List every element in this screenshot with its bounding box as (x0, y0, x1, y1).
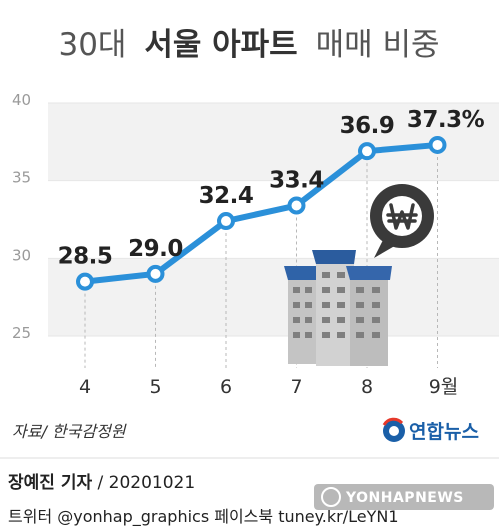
data-label: 32.4 (199, 183, 254, 209)
yonhap-logo-text: 연합뉴스 (409, 421, 479, 443)
chart-title: 30대 서울 아파트 매매 비중 (58, 27, 439, 63)
data-label: 33.4 (269, 168, 324, 194)
chart-title-part3: 매매 비중 (316, 27, 440, 63)
yonhap-logo-icon (382, 417, 405, 442)
y-axis-ticks: 25 30 35 40 (12, 91, 499, 342)
x-tick-label: 8 (361, 376, 373, 398)
data-point (217, 212, 235, 231)
source-label: 자료/ 한국감정원 (12, 422, 127, 441)
series-line-layer (82, 141, 441, 285)
x-tick-label: 7 (290, 376, 302, 398)
watermark: YONHAPNEWS (314, 484, 494, 510)
chart-title-part1: 30대 (58, 27, 126, 63)
data-label: 28.5 (58, 244, 113, 270)
chart-title-part2: 서울 아파트 (144, 27, 297, 63)
x-axis-ticks: 4 5 6 7 8 9월 (79, 376, 458, 398)
data-point (146, 264, 165, 283)
x-tick-label: 6 (220, 376, 232, 398)
data-point (287, 196, 306, 215)
watermark-text: YONHAPNEWS (345, 490, 464, 506)
data-label: 37.3% (407, 107, 485, 133)
social-links: 트위터 @yonhap_graphics 페이스북 tuney.kr/LeYN1 (8, 507, 399, 527)
series-line (82, 141, 441, 285)
won-currency-icon (370, 184, 434, 258)
y-tick-label: 40 (12, 91, 31, 109)
x-tick-label: 9월 (429, 376, 459, 398)
apartment-building-icon (284, 250, 392, 366)
reporter-name: 장예진 기자 (8, 473, 92, 493)
data-labels: 28.5 29.0 32.4 33.4 36.9 37.3% (58, 107, 485, 270)
y-tick-label: 25 (12, 324, 31, 342)
x-tick-label: 5 (149, 376, 161, 398)
reporter-credit: 장예진 기자 / 20201021 (8, 473, 195, 493)
grid-band (48, 103, 499, 181)
y-tick-label: 35 (12, 169, 31, 187)
grid-band (48, 258, 499, 336)
data-label: 36.9 (340, 113, 395, 139)
credit-date: / 20201021 (92, 473, 195, 493)
data-point (358, 142, 376, 161)
grid-bands (48, 103, 499, 336)
data-point (428, 135, 447, 154)
y-tick-label: 30 (12, 246, 31, 264)
data-label: 29.0 (128, 236, 183, 262)
x-tick-label: 4 (79, 376, 91, 398)
data-markers (76, 135, 447, 291)
data-point (76, 272, 94, 291)
